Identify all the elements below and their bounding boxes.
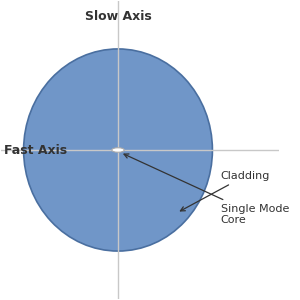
Text: Slow Axis: Slow Axis <box>85 10 152 23</box>
Ellipse shape <box>112 148 124 152</box>
Text: Single Mode
Core: Single Mode Core <box>124 154 289 225</box>
Text: Cladding: Cladding <box>180 171 270 211</box>
Circle shape <box>24 49 212 251</box>
Text: Fast Axis: Fast Axis <box>4 143 67 157</box>
